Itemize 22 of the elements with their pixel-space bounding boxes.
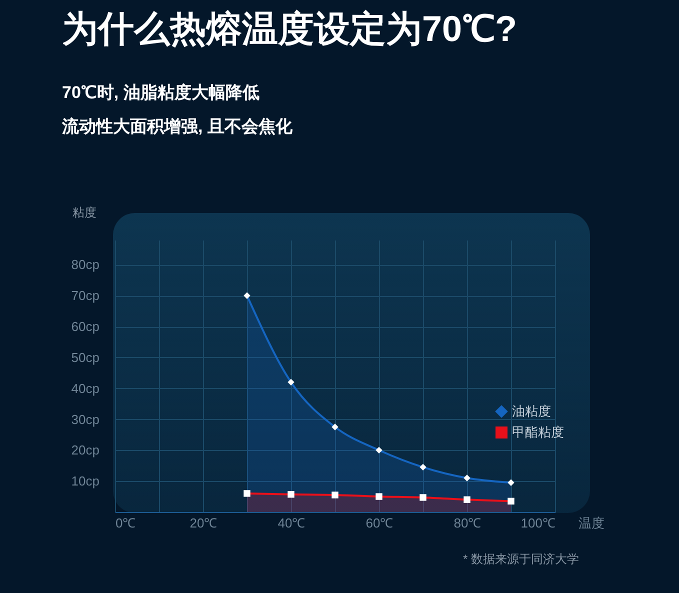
y-tick-label: 70cp <box>71 288 100 304</box>
x-tick-label: 0℃ <box>116 516 136 530</box>
x-axis-title: 温度 <box>578 516 604 530</box>
legend-label: 甲酯粘度 <box>512 424 564 440</box>
text: 流动性大面积增强, 且不会焦化 <box>62 117 292 136</box>
x-tick-label: 60℃ <box>366 516 394 530</box>
y-tick-label: 20cp <box>71 442 100 458</box>
chart-title: 为什么热熔温度设定为70℃? <box>62 8 518 49</box>
y-tick-label: 60cp <box>71 319 100 334</box>
text: * 数据来源于同济大学 <box>462 551 579 568</box>
text: 70℃时, 油脂粘度大幅降低 <box>62 83 260 102</box>
y-tick-label: 10cp <box>71 474 100 489</box>
y-tick-label: 40cp <box>71 380 100 396</box>
x-tick-label: 100℃ <box>520 516 556 530</box>
y-axis-title: 粘度 <box>72 206 96 220</box>
x-tick-label: 40℃ <box>278 516 306 530</box>
x-tick-label: 80℃ <box>454 516 482 530</box>
legend-label: 油粘度 <box>512 404 551 418</box>
y-tick-label: 30cp <box>71 412 100 427</box>
y-tick-label: 80cp <box>71 257 100 272</box>
y-tick-label: 50cp <box>71 350 100 365</box>
x-tick-label: 20℃ <box>190 516 218 530</box>
